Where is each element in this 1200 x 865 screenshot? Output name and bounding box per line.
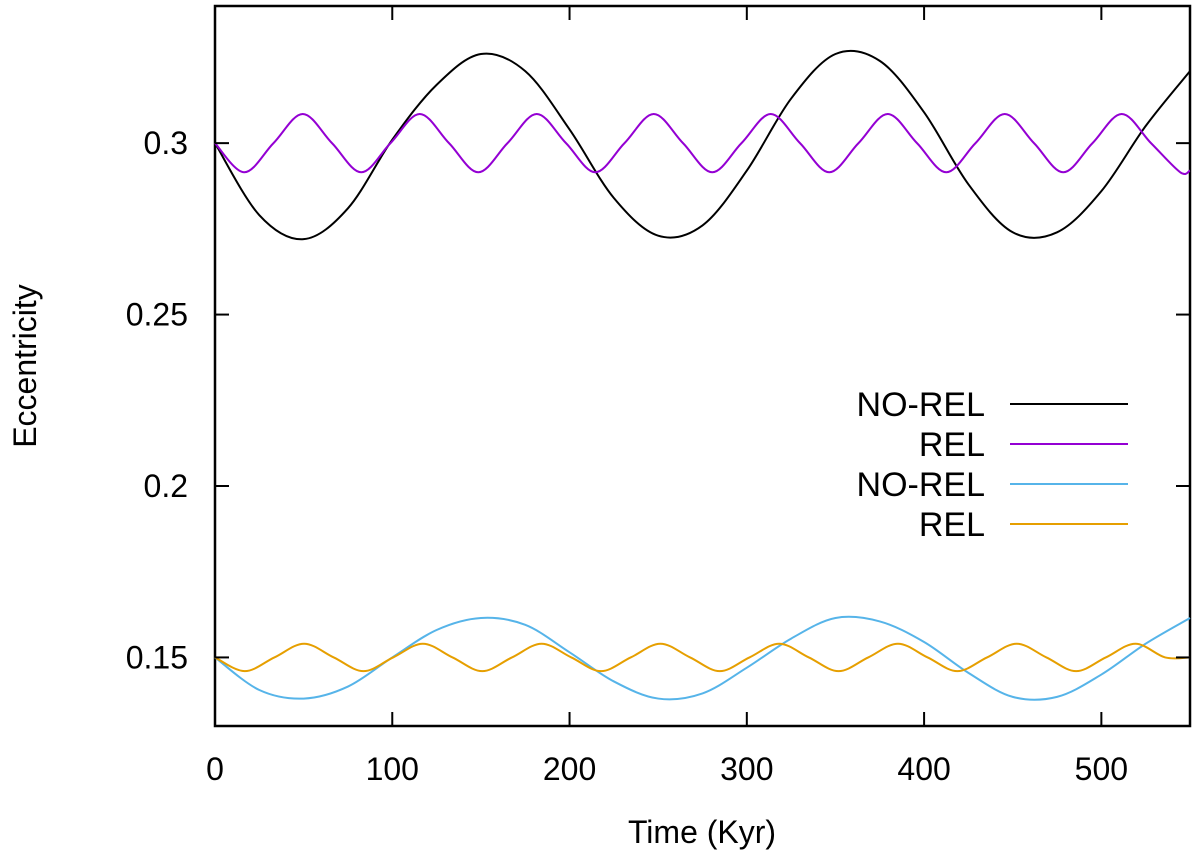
x-tick-label: 500 [1075,751,1128,787]
series-line-4 [214,642,1191,673]
x-tick-label: 300 [720,751,773,787]
x-tick-label: 100 [366,751,419,787]
y-tick-label: 0.3 [144,125,188,161]
legend-label-4: REL [919,506,985,544]
x-axis-label: Time (Kyr) [628,814,776,850]
x-tick-label: 400 [897,751,950,787]
legend-label-3: NO-REL [857,466,985,504]
series-line-2 [214,112,1191,175]
y-axis-ticks: 0.15 0.2 0.25 0.3 [126,125,1190,675]
x-tick-label: 0 [206,751,224,787]
series-line-1 [214,49,1191,241]
y-tick-label: 0.15 [126,639,188,675]
series-line-3 [214,615,1191,701]
y-tick-label: 0.25 [126,297,188,333]
legend-label-1: NO-REL [857,386,985,424]
x-axis-ticks: 0 100 200 300 400 500 [206,6,1128,787]
legend-label-2: REL [919,426,985,464]
y-axis-label: Eccentricity [7,284,43,448]
plot-frame [213,4,1192,728]
x-tick-label: 200 [543,751,596,787]
y-tick-label: 0.2 [144,468,188,504]
series-layer [214,49,1191,701]
